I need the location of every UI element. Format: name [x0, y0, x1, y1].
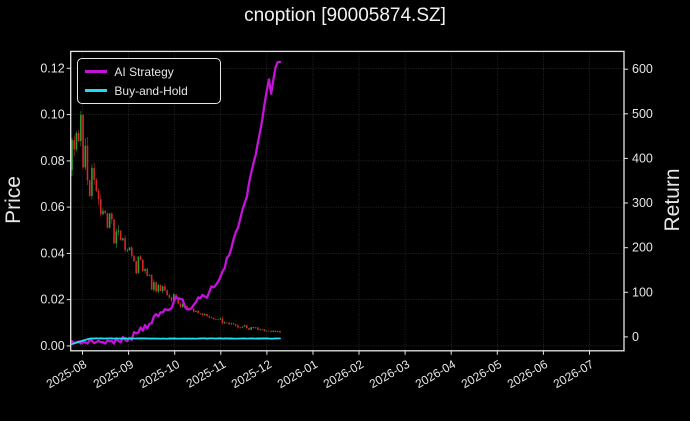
- svg-text:0.12: 0.12: [40, 61, 64, 75]
- svg-text:300: 300: [632, 196, 653, 210]
- svg-text:0.06: 0.06: [40, 200, 64, 214]
- svg-text:0.02: 0.02: [40, 293, 64, 307]
- svg-text:200: 200: [632, 241, 653, 255]
- svg-text:500: 500: [632, 107, 653, 121]
- svg-text:0.08: 0.08: [40, 154, 64, 168]
- svg-text:400: 400: [632, 151, 653, 165]
- svg-text:100: 100: [632, 285, 653, 299]
- svg-text:0.00: 0.00: [40, 339, 64, 353]
- svg-text:0: 0: [632, 330, 639, 344]
- svg-text:600: 600: [632, 62, 653, 76]
- svg-text:0.10: 0.10: [40, 108, 64, 122]
- svg-text:0.04: 0.04: [40, 246, 64, 260]
